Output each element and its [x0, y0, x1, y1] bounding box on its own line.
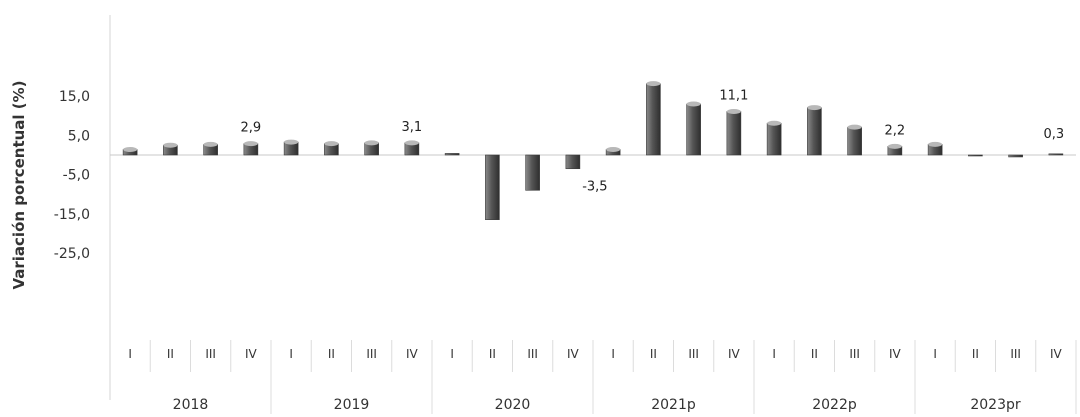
bar-cap: [807, 105, 822, 111]
bar: [686, 103, 701, 156]
data-label: 0,3: [1044, 127, 1065, 142]
bar: [968, 154, 983, 157]
bar: [766, 122, 782, 156]
quarter-label: III: [688, 347, 699, 361]
quarter-label: II: [167, 347, 174, 361]
bar-cap: [163, 142, 178, 148]
bar-cap: [767, 120, 782, 126]
bars: [122, 81, 1064, 220]
quarter-label: I: [450, 347, 454, 361]
y-tick-label: 5,0: [68, 128, 90, 144]
bar: [1048, 153, 1064, 156]
y-tick-label: -25,0: [54, 246, 90, 262]
bar-cap: [404, 140, 419, 146]
year-label: 2018: [173, 397, 209, 413]
bar-cap: [726, 108, 741, 114]
bar-cap: [284, 139, 299, 145]
bar: [525, 154, 540, 191]
bar-cap: [123, 147, 138, 153]
quarter-label: IV: [889, 347, 902, 361]
bar: [646, 83, 661, 156]
quarter-label: III: [527, 347, 538, 361]
quarter-label: I: [128, 347, 132, 361]
bar-cap: [324, 141, 339, 147]
quarter-label: II: [489, 347, 496, 361]
bar-cap: [203, 141, 218, 147]
year-label: 2019: [334, 397, 370, 413]
bar: [726, 111, 742, 156]
year-label: 2020: [495, 397, 531, 413]
quarter-label: IV: [406, 347, 419, 361]
quarter-label: I: [933, 347, 937, 361]
y-tick-label: -5,0: [63, 168, 90, 184]
bar-cap: [606, 147, 621, 153]
bar-cap: [243, 141, 258, 147]
bar-cap: [847, 124, 862, 130]
bar: [444, 153, 460, 156]
quarter-label: II: [811, 347, 818, 361]
quarter-label: I: [289, 347, 293, 361]
data-label: 11,1: [719, 88, 748, 103]
quarter-label: II: [328, 347, 335, 361]
year-label: 2021p: [651, 397, 696, 413]
bar: [485, 154, 500, 220]
bar-cap: [887, 143, 902, 149]
bar-cap: [928, 141, 943, 147]
quarter-label: III: [1010, 347, 1021, 361]
quarter-label: IV: [1050, 347, 1063, 361]
year-label: 2022p: [812, 397, 857, 413]
bar: [565, 154, 581, 170]
bar-cap: [686, 101, 701, 107]
y-tick-label: 15,0: [59, 89, 90, 105]
quarter-label: I: [611, 347, 615, 361]
data-labels: 2,9 3,1 -3,5 11,1 2,2 0,3: [241, 88, 1065, 194]
quarter-label: I: [772, 347, 776, 361]
data-label: 2,2: [885, 123, 906, 138]
data-label: 3,1: [402, 120, 423, 135]
quarter-label: II: [650, 347, 657, 361]
bar-cap: [646, 81, 661, 87]
bar: [1008, 154, 1023, 158]
year-label: 2023pr: [970, 397, 1021, 413]
quarter-label: IV: [567, 347, 580, 361]
data-label: 2,9: [241, 121, 262, 136]
bar-cap: [364, 140, 379, 146]
data-label: -3,5: [582, 180, 607, 195]
y-tick-label: -15,0: [54, 207, 90, 223]
quarter-label: IV: [728, 347, 741, 361]
y-axis-label: Variación porcentual (%): [10, 80, 28, 289]
quarter-label: III: [366, 347, 377, 361]
quarter-label: IV: [245, 347, 258, 361]
bar: [847, 126, 862, 156]
y-axis: 15,0 5,0 -5,0 -15,0 -25,0: [54, 15, 1076, 400]
quarter-label: III: [205, 347, 216, 361]
bar: [807, 107, 822, 156]
quarter-label: II: [972, 347, 979, 361]
quarter-label: III: [849, 347, 860, 361]
